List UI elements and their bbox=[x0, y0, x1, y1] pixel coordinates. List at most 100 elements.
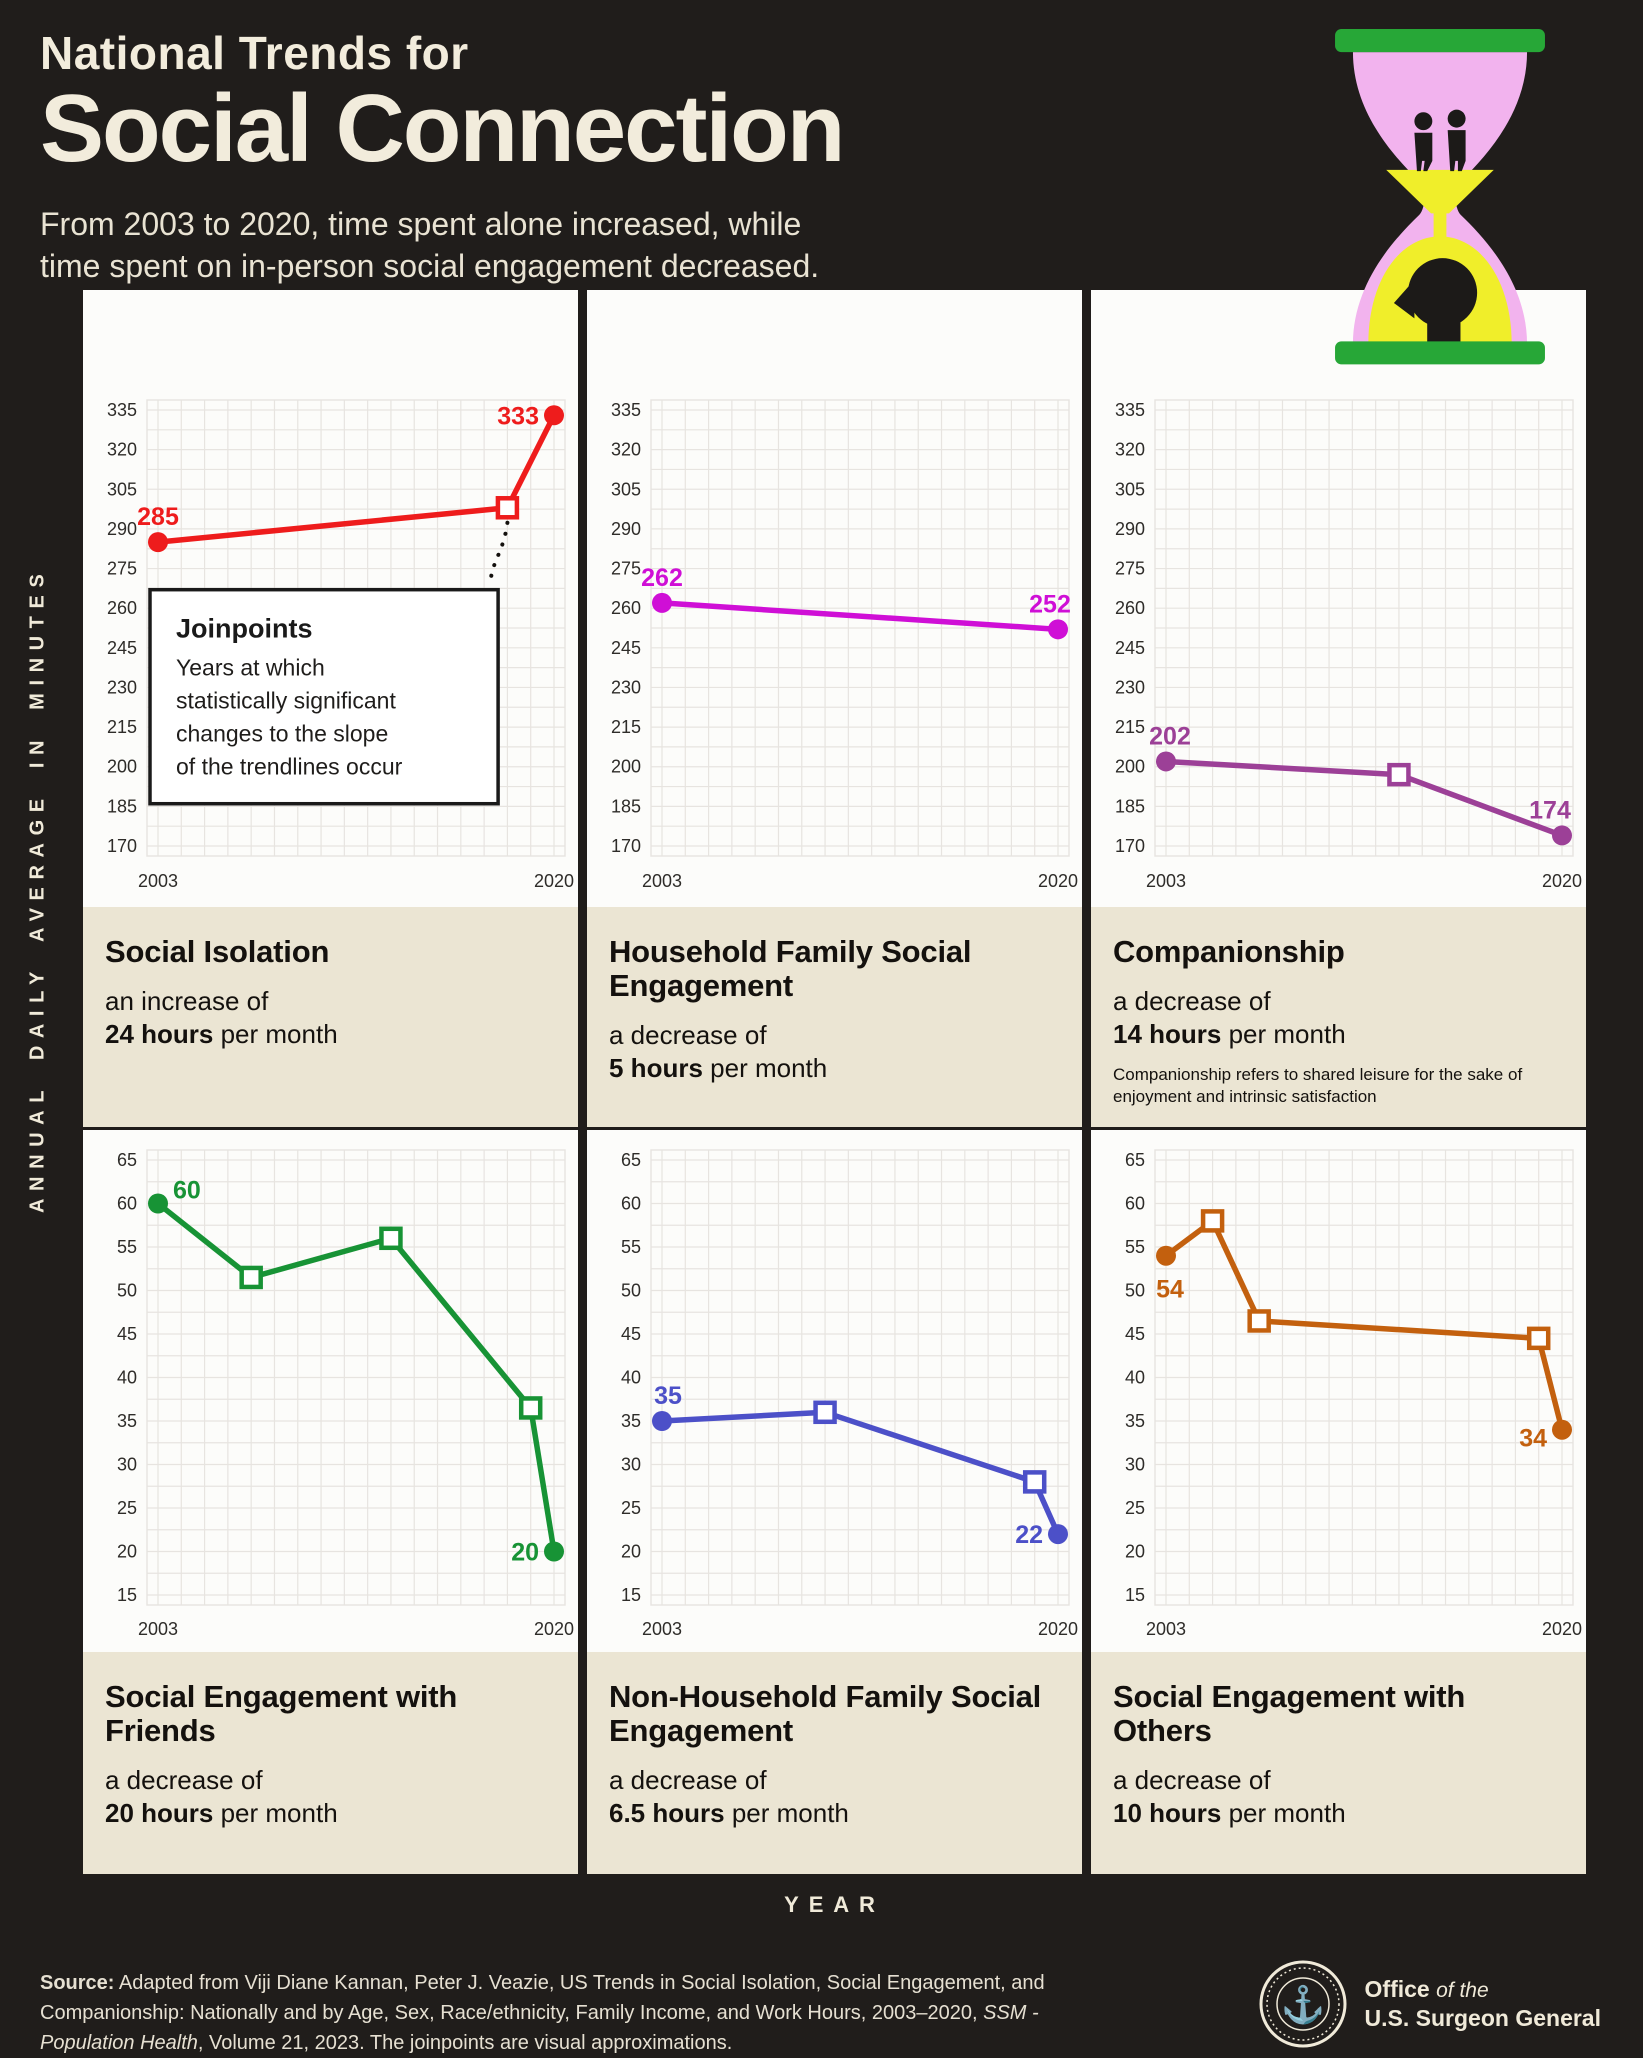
chart-card-non-household-family: 65 60 55 50 45 40 35 30 25 20 15 2003 2020 35 22 Non-H… bbox=[587, 1130, 1082, 1874]
svg-text:40: 40 bbox=[1125, 1368, 1145, 1388]
svg-text:25: 25 bbox=[117, 1498, 137, 1518]
svg-text:50: 50 bbox=[621, 1281, 641, 1301]
svg-text:245: 245 bbox=[611, 638, 641, 658]
hourglass-cap-top bbox=[1335, 29, 1545, 53]
page-subtitle: From 2003 to 2020, time spent alone incr… bbox=[40, 204, 843, 287]
svg-text:185: 185 bbox=[611, 796, 641, 816]
svg-text:305: 305 bbox=[611, 479, 641, 499]
chart-grid: 335 320 305 290 275 260 245 230 215 200 185 170 2003… bbox=[83, 290, 1586, 1874]
svg-text:30: 30 bbox=[621, 1455, 641, 1475]
svg-text:45: 45 bbox=[1125, 1324, 1145, 1344]
svg-text:335: 335 bbox=[107, 400, 137, 420]
chart-card-friends: 65 60 55 50 45 40 35 30 25 20 15 2003 2020 60 20 Socia… bbox=[83, 1130, 578, 1874]
svg-text:200: 200 bbox=[1115, 757, 1145, 777]
svg-text:245: 245 bbox=[1115, 638, 1145, 658]
chart-card-companionship: 335 320 305 290 275 260 245 230 215 200 185 170 2003… bbox=[1091, 290, 1586, 1127]
caption-title: Social Engagement with Friends bbox=[105, 1679, 458, 1749]
svg-text:215: 215 bbox=[611, 717, 641, 737]
caption-title: Social Engagement with Others bbox=[1113, 1679, 1466, 1749]
caption-household-family: Household Family Social Engagement a dec… bbox=[587, 907, 1082, 1127]
caption-footnote: Companionship refers to shared leisure f… bbox=[1113, 1064, 1523, 1106]
svg-text:215: 215 bbox=[107, 717, 137, 737]
svg-text:60: 60 bbox=[1125, 1194, 1145, 1214]
svg-text:170: 170 bbox=[1115, 836, 1145, 856]
svg-text:25: 25 bbox=[621, 1498, 641, 1518]
svg-text:2003: 2003 bbox=[1146, 1619, 1186, 1639]
svg-text:55: 55 bbox=[621, 1237, 641, 1257]
source-label: Source: bbox=[40, 1972, 115, 1994]
caption-non-household-family: Non-Household Family Social Engagement a… bbox=[587, 1652, 1082, 1874]
svg-text:50: 50 bbox=[117, 1281, 137, 1301]
caption-text: a decrease of 10 hours per month bbox=[1113, 1765, 1346, 1829]
svg-text:54: 54 bbox=[1156, 1276, 1184, 1304]
svg-text:changes to the slope: changes to the slope bbox=[176, 721, 388, 747]
svg-text:65: 65 bbox=[117, 1150, 137, 1170]
svg-text:60: 60 bbox=[621, 1194, 641, 1214]
svg-text:2003: 2003 bbox=[138, 871, 178, 891]
chart-card-others: 65 60 55 50 45 40 35 30 25 20 15 2003 2020 54 34 Socia… bbox=[1091, 1130, 1586, 1874]
svg-text:20: 20 bbox=[117, 1542, 137, 1562]
svg-text:2020: 2020 bbox=[1038, 1619, 1078, 1639]
svg-text:262: 262 bbox=[641, 564, 683, 592]
svg-text:2020: 2020 bbox=[1038, 871, 1078, 891]
svg-text:55: 55 bbox=[117, 1237, 137, 1257]
svg-text:2003: 2003 bbox=[138, 1619, 178, 1639]
svg-text:of the trendlines occur: of the trendlines occur bbox=[176, 754, 403, 780]
svg-text:15: 15 bbox=[117, 1585, 137, 1605]
shared-y-axis-label: ANNUAL DAILY AVERAGE IN MINUTES bbox=[26, 566, 49, 1214]
svg-text:22: 22 bbox=[1015, 1521, 1043, 1549]
chart-others: 65 60 55 50 45 40 35 30 25 20 15 2003 2020 54 34 bbox=[1091, 1130, 1586, 1652]
svg-text:35: 35 bbox=[654, 1382, 682, 1410]
caption-text: a decrease of 20 hours per month bbox=[105, 1765, 338, 1829]
svg-text:245: 245 bbox=[107, 638, 137, 658]
svg-text:320: 320 bbox=[107, 440, 137, 460]
svg-text:335: 335 bbox=[1115, 400, 1145, 420]
caption-companionship: Companionship a decrease of 14 hours per … bbox=[1091, 907, 1586, 1127]
svg-text:2020: 2020 bbox=[534, 871, 574, 891]
svg-text:statistically significant: statistically significant bbox=[176, 688, 396, 714]
svg-text:2003: 2003 bbox=[1146, 871, 1186, 891]
svg-text:20: 20 bbox=[621, 1542, 641, 1562]
svg-text:320: 320 bbox=[1115, 440, 1145, 460]
caption-text: a decrease of 6.5 hours per month bbox=[609, 1765, 849, 1829]
svg-text:290: 290 bbox=[107, 519, 137, 539]
svg-text:35: 35 bbox=[117, 1411, 137, 1431]
svg-text:230: 230 bbox=[611, 677, 641, 697]
svg-text:45: 45 bbox=[621, 1324, 641, 1344]
svg-text:35: 35 bbox=[621, 1411, 641, 1431]
page-title-kicker: National Trends for bbox=[40, 27, 469, 79]
svg-text:333: 333 bbox=[497, 402, 539, 430]
caption-others: Social Engagement with Others a decrease… bbox=[1091, 1652, 1586, 1874]
hourglass-icon bbox=[1335, 29, 1545, 365]
svg-text:185: 185 bbox=[107, 796, 137, 816]
chart-companionship: 335 320 305 290 275 260 245 230 215 200 185 170 2003… bbox=[1091, 290, 1586, 907]
chart-social-isolation: 335 320 305 290 275 260 245 230 215 200 185 170 2003… bbox=[83, 290, 578, 907]
svg-text:30: 30 bbox=[117, 1455, 137, 1475]
svg-text:Joinpoints: Joinpoints bbox=[176, 614, 313, 644]
chart-household-family: 335 320 305 290 275 260 245 230 215 200 185 170 2003… bbox=[587, 290, 1082, 907]
header: National Trends for Social Connection Fr… bbox=[40, 26, 845, 287]
svg-text:275: 275 bbox=[107, 559, 137, 579]
svg-text:260: 260 bbox=[611, 598, 641, 618]
svg-text:⚓: ⚓ bbox=[1280, 1984, 1325, 2025]
svg-text:200: 200 bbox=[107, 757, 137, 777]
caption-text: a decrease of 14 hours per month bbox=[1113, 986, 1346, 1050]
svg-text:65: 65 bbox=[1125, 1150, 1145, 1170]
svg-text:15: 15 bbox=[621, 1585, 641, 1605]
caption-text: an increase of 24 hours per month bbox=[105, 986, 338, 1050]
surgeon-general-logo: ⚓ Office of the U.S. Surgeon General bbox=[1257, 1958, 1601, 2050]
surgeon-general-wordmark: Office of the U.S. Surgeon General bbox=[1364, 1976, 1601, 2032]
svg-text:275: 275 bbox=[1115, 559, 1145, 579]
svg-text:305: 305 bbox=[1115, 479, 1145, 499]
svg-text:320: 320 bbox=[611, 440, 641, 460]
svg-text:2003: 2003 bbox=[642, 871, 682, 891]
svg-text:20: 20 bbox=[1125, 1542, 1145, 1562]
svg-text:15: 15 bbox=[1125, 1585, 1145, 1605]
surgeon-general-seal-icon: ⚓ bbox=[1259, 1960, 1347, 2048]
caption-title: Companionship bbox=[1113, 934, 1345, 969]
svg-text:215: 215 bbox=[1115, 717, 1145, 737]
svg-text:305: 305 bbox=[107, 479, 137, 499]
svg-text:60: 60 bbox=[173, 1177, 201, 1205]
svg-text:55: 55 bbox=[1125, 1237, 1145, 1257]
svg-text:202: 202 bbox=[1149, 722, 1191, 750]
